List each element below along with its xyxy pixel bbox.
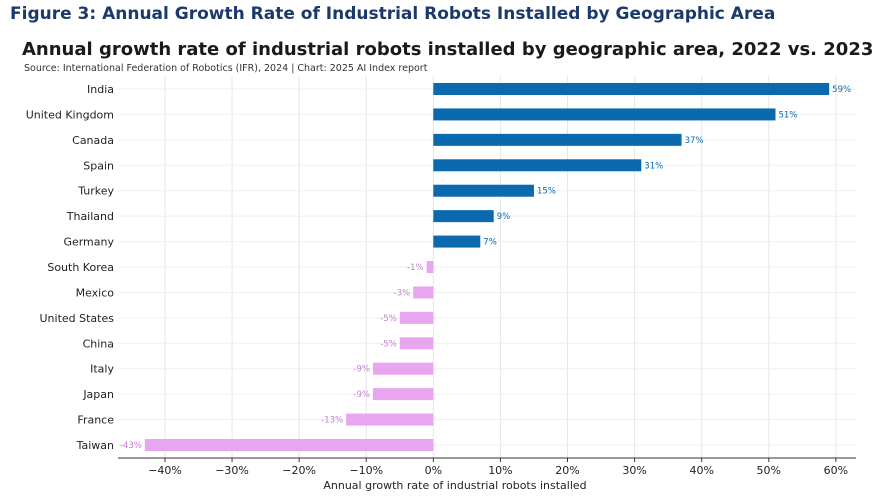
bar-taiwan	[144, 439, 434, 451]
category-label: France	[77, 414, 114, 427]
bars	[144, 83, 830, 451]
x-tick-label: 50%	[757, 464, 781, 477]
value-label: 37%	[685, 136, 704, 146]
x-tick-label: 30%	[622, 464, 646, 477]
bar-japan	[372, 388, 434, 401]
chart-source: Source: International Federation of Robo…	[24, 63, 428, 74]
category-label: Italy	[90, 363, 114, 376]
category-label: Spain	[83, 159, 114, 172]
bar-canada	[433, 133, 682, 146]
figure-title: Figure 3: Annual Growth Rate of Industri…	[10, 4, 776, 24]
value-label: -9%	[353, 390, 370, 400]
value-label: 15%	[537, 187, 556, 197]
category-label: Japan	[82, 388, 114, 401]
x-tick-label: −20%	[282, 464, 316, 477]
x-tick-label: 0%	[425, 464, 442, 477]
value-label: -43%	[120, 441, 142, 451]
category-label: Mexico	[76, 286, 115, 299]
x-tick-label: 40%	[689, 464, 713, 477]
value-label: -3%	[394, 288, 411, 298]
x-tick-label: 20%	[555, 464, 579, 477]
category-label: United States	[40, 312, 115, 325]
x-tick-label: −30%	[215, 464, 249, 477]
x-tick-label: −40%	[148, 464, 182, 477]
category-label: Germany	[63, 236, 114, 249]
value-label: -13%	[321, 416, 343, 426]
category-label: China	[83, 337, 114, 350]
category-label: Taiwan	[76, 439, 114, 452]
category-label: South Korea	[47, 261, 114, 274]
bar-mexico	[413, 286, 434, 299]
grid-lines	[118, 76, 856, 458]
bar-spain	[433, 159, 642, 172]
x-tick-label: 10%	[488, 464, 512, 477]
x-axis: −40% −30% −20% −10% 0% 10% 20% 30% 40% 50% 60%	[118, 457, 856, 477]
value-label: 51%	[778, 110, 797, 120]
bar-united-states	[399, 311, 434, 324]
x-axis-title: Annual growth rate of industrial robots …	[323, 479, 586, 492]
bar-south-korea	[426, 261, 434, 273]
category-label: Turkey	[77, 185, 114, 198]
bar-india	[433, 83, 830, 95]
x-tick-label: −10%	[349, 464, 383, 477]
bar-united-kingdom	[433, 108, 776, 121]
value-label: 59%	[832, 85, 851, 95]
chart-title: Annual growth rate of industrial robots …	[22, 39, 874, 60]
value-label: -5%	[380, 314, 397, 324]
value-labels: 59% 51% 37% 31% 15% 9% 7% -1% -3% -5% -5% -9% -9% -13…	[120, 85, 851, 451]
value-label: -5%	[380, 339, 397, 349]
value-label: 31%	[644, 161, 663, 171]
value-label: 7%	[483, 238, 497, 248]
bar-thailand	[433, 210, 494, 223]
category-label: Thailand	[66, 210, 114, 223]
value-label: 9%	[497, 212, 511, 222]
category-label: Canada	[72, 134, 114, 147]
category-label: India	[87, 83, 114, 96]
bar-china	[399, 337, 434, 350]
category-labels: India United Kingdom Canada Spain Turkey Thai…	[26, 83, 115, 452]
value-label: -1%	[407, 263, 424, 273]
bar-germany	[433, 235, 481, 248]
value-label: -9%	[353, 365, 370, 375]
x-tick-label: 60%	[824, 464, 848, 477]
category-label: United Kingdom	[26, 108, 114, 121]
bar-france	[346, 413, 434, 426]
bar-italy	[372, 362, 434, 375]
bar-turkey	[433, 184, 534, 197]
